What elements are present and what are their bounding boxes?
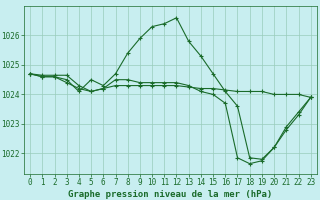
X-axis label: Graphe pression niveau de la mer (hPa): Graphe pression niveau de la mer (hPa) (68, 190, 273, 199)
